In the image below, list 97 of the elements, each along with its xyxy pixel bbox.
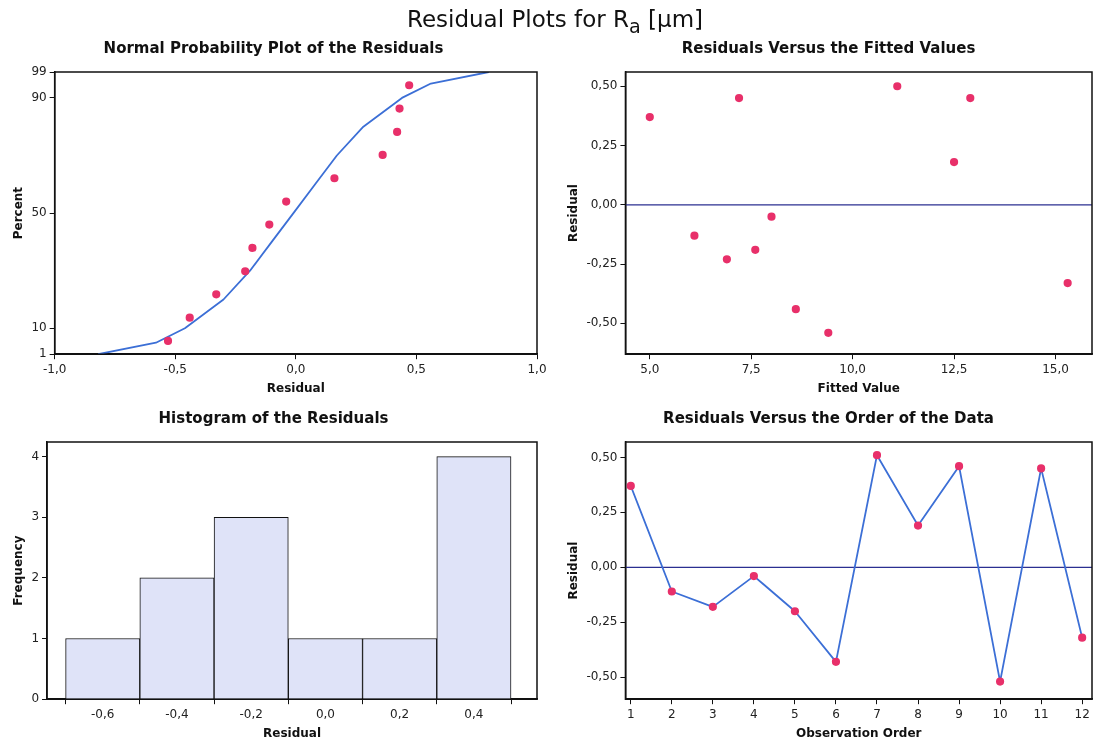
x-tick-label: 0,0 [286,361,306,376]
point [791,305,800,314]
point [949,158,959,167]
x-tick-label: 3 [709,706,717,721]
y-tick-label: 10 [31,320,47,335]
point [1037,464,1046,473]
y-tick-label: 4 [31,448,40,463]
x-tick-label: 5 [791,706,799,721]
x-axis-title: Fitted Value [817,380,900,395]
y-tick-label: 0,25 [590,137,618,152]
point [1078,633,1087,642]
y-tick-label: 0,00 [590,559,618,574]
y-tick-label: -0,50 [586,315,618,330]
y-tick-label: 1 [31,630,40,645]
y-axis-title: Percent [11,186,26,240]
x-tick-label: 12,5 [940,361,968,376]
x-tick-label: 11 [1033,706,1049,721]
x-axis-title: Residual [266,380,325,395]
point [734,93,744,103]
chart-title: Residuals Versus the Order of the Data [663,408,994,427]
chart-title: Histogram of the Residuals [158,408,389,427]
x-tick-label: 0,2 [390,706,410,721]
y-tick-label: 0,50 [590,449,618,464]
x-axis-title: Residual [263,725,322,740]
x-tick-label: 2 [668,706,676,721]
x-tick-label: 7,5 [741,361,761,376]
point [1063,278,1072,288]
y-tick-label: 0,50 [590,78,618,93]
x-tick-label: 12 [1074,706,1090,721]
point [248,243,257,253]
point [212,290,221,299]
point [831,657,841,666]
point [995,677,1005,686]
y-tick-label: 99 [31,64,47,79]
point [872,451,882,460]
point [282,197,291,206]
point [708,602,717,611]
point [893,82,902,91]
x-tick-label: 10 [992,706,1008,721]
x-tick-label: 15,0 [1042,361,1069,376]
x-tick-label: -0,6 [91,706,115,721]
y-tick-label: 0 [31,691,40,706]
y-tick-label: 1 [39,346,47,361]
point [966,93,975,103]
x-tick-label: 8 [914,706,922,721]
chart-title: Residuals Versus the Fitted Values [681,38,976,57]
point [395,104,404,113]
point [790,607,800,616]
point [954,462,964,471]
x-tick-label: -0,5 [163,361,187,376]
point [163,336,173,346]
y-tick-label: 3 [31,509,40,524]
x-tick-label: -0,4 [165,706,189,721]
x-tick-label: 1,0 [527,361,547,376]
point [690,231,699,240]
y-tick-label: 0,00 [590,196,618,211]
chart-subtitle: Normal Probability Plot of the Residuals [103,38,444,57]
point [749,572,758,581]
point [330,174,339,183]
x-tick-label: 4 [750,706,758,721]
x-tick-label: 0,0 [315,706,335,721]
point [265,220,274,229]
point [767,212,776,221]
point [645,112,654,122]
y-tick-label: 2 [31,570,40,584]
x-axis-title: Observation Order [795,725,922,740]
x-tick-label: 0,5 [406,361,426,376]
point [405,81,414,90]
point [913,521,923,530]
y-tick-label: 50 [31,205,47,220]
y-tick-label: -0,25 [586,256,618,271]
point [378,150,387,160]
point [824,328,833,337]
x-tick-label: -0,2 [239,706,263,721]
y-axis-title: Residual [566,541,581,600]
point [722,255,731,264]
y-tick-label: 90 [31,90,47,105]
y-axis-title: Frequency [11,535,26,606]
y-tick-label: -0,25 [586,614,618,629]
point [626,481,635,491]
x-tick-label: -1,0 [42,361,67,376]
chart-title: Residual Plots for R$_{a}$ [µm] [405,6,705,38]
point [667,587,676,596]
point [185,313,194,322]
x-tick-label: 9 [955,706,963,721]
x-tick-label: 6 [832,706,840,721]
y-axis-title: Residual [566,184,581,243]
y-tick-label: -0,50 [586,669,618,684]
x-tick-label: 1 [626,706,635,721]
point [751,245,760,254]
x-tick-label: 0,4 [464,706,484,721]
x-tick-label: 7 [873,706,881,721]
x-tick-label: 5,0 [640,361,660,376]
point [241,267,250,276]
y-tick-label: 0,25 [590,504,618,519]
point [393,127,402,136]
x-tick-label: 10,0 [839,361,866,376]
